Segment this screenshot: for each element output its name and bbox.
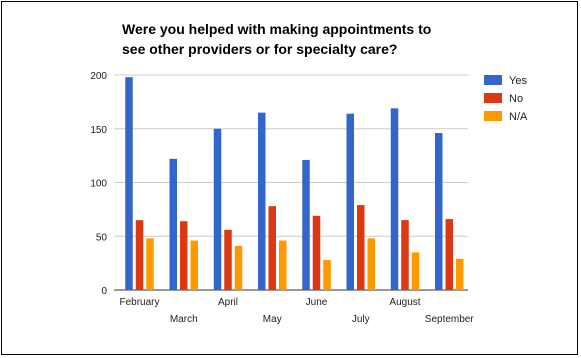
bar-yes-may	[258, 112, 266, 290]
bar-no-september	[445, 219, 453, 290]
legend-swatch	[484, 93, 502, 103]
bar-na-august	[411, 252, 420, 290]
bar-na-june	[323, 259, 331, 290]
legend-label: No	[509, 93, 523, 105]
x-tick-label: April	[218, 297, 238, 308]
x-tick-label: August	[389, 297, 420, 308]
bar-no-june	[312, 215, 321, 290]
legend-label: N/A	[509, 111, 528, 123]
x-axis-ticks: February March April May June July August Septe…	[119, 297, 474, 325]
bar-no-february	[135, 220, 144, 290]
bar-no-april	[224, 229, 232, 290]
y-tick-label: 150	[90, 125, 107, 136]
y-tick-label: 100	[90, 179, 107, 190]
chart-title-line-2: see other providers or for specialty car…	[122, 41, 397, 57]
y-tick-label: 0	[101, 286, 107, 297]
y-axis-ticks: 0 50 100 150 200	[90, 71, 107, 297]
chart-title-line-1: Were you helped with making appointments…	[122, 21, 431, 37]
bar-no-may	[268, 206, 276, 290]
bar-yes-march	[169, 158, 177, 290]
x-tick-label: March	[170, 314, 198, 325]
x-tick-label: September	[425, 314, 475, 325]
x-tick-label: February	[119, 297, 159, 308]
x-tick-label: June	[306, 297, 328, 308]
bar-na-april	[234, 245, 243, 290]
x-tick-label: July	[352, 314, 370, 325]
bar-na-july	[367, 238, 375, 290]
y-tick-label: 50	[96, 232, 108, 243]
bar-yes-july	[346, 113, 354, 290]
bar-na-february	[146, 238, 154, 290]
x-tick-label: May	[263, 314, 282, 325]
bar-no-march	[180, 221, 188, 290]
bar-yes-september	[435, 133, 443, 290]
bar-yes-february	[125, 77, 133, 291]
legend-swatch	[484, 75, 502, 85]
bar-na-september	[456, 258, 464, 290]
legend-label: Yes	[509, 75, 527, 87]
legend: Yes No N/A	[484, 75, 528, 123]
bar-na-may	[279, 240, 287, 290]
y-tick-label: 200	[90, 71, 107, 82]
bar-yes-april	[213, 128, 222, 290]
bars	[125, 77, 464, 291]
bar-na-march	[190, 240, 198, 290]
bar-yes-august	[390, 108, 399, 290]
bar-no-july	[357, 205, 365, 290]
bar-no-august	[401, 220, 409, 290]
chart-title: Were you helped with making appointments…	[122, 21, 431, 57]
bar-yes-june	[302, 159, 310, 290]
legend-swatch	[484, 111, 502, 121]
